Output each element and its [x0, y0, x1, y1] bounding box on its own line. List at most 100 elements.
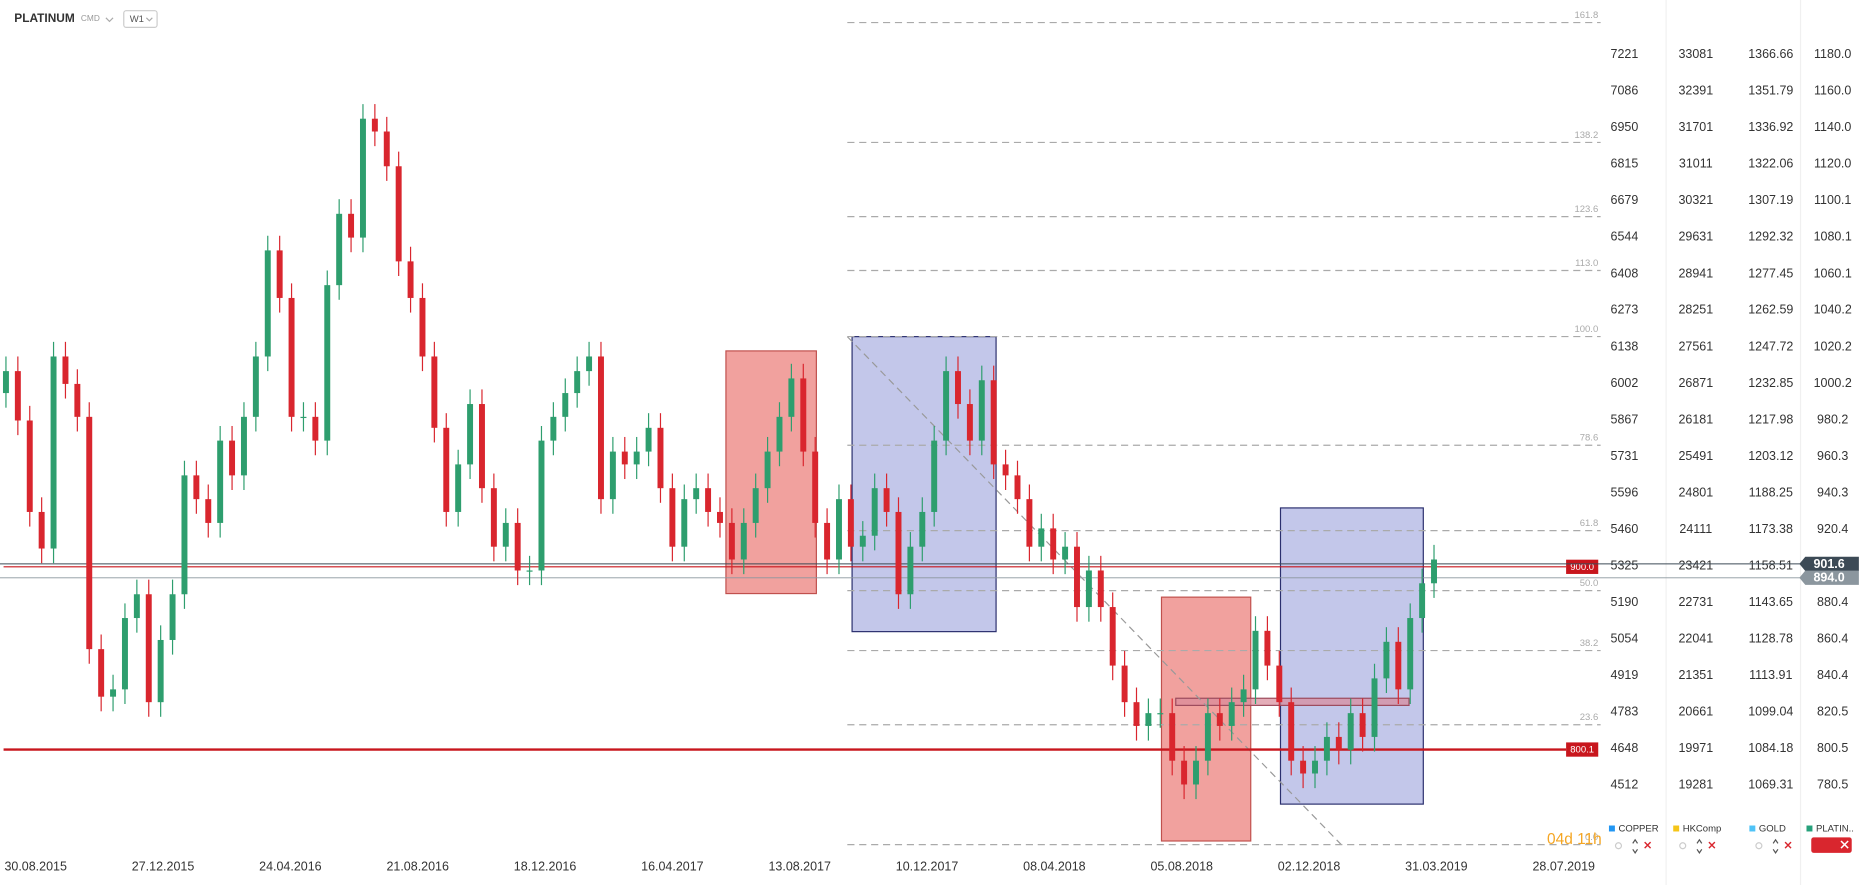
y-tick-label: 1160.0 — [1814, 84, 1851, 98]
y-tick-label: 6408 — [1611, 266, 1639, 280]
candle-body — [419, 297, 426, 357]
price-tag-label: 901.6 — [1813, 557, 1844, 571]
candle-body — [121, 618, 128, 690]
candle-body — [490, 488, 497, 547]
fib-label: 50.0 — [1580, 578, 1599, 589]
candle-body — [38, 511, 45, 549]
fib-label: 113.0 — [1575, 258, 1598, 269]
candle-body — [1109, 607, 1116, 666]
x-tick-label: 13.08.2017 — [768, 859, 831, 873]
y-tick-label: 6273 — [1611, 303, 1639, 317]
candle-body — [1050, 528, 1057, 560]
y-tick-label: 19281 — [1678, 778, 1713, 792]
legend-remove — [1708, 841, 1716, 849]
candle-body — [145, 594, 152, 703]
x-tick-label: 18.12.2016 — [514, 859, 577, 873]
candle-body — [883, 488, 890, 512]
x-tick-label: 10.12.2017 — [896, 859, 959, 873]
candle-body — [395, 166, 402, 262]
y-tick-label: 7221 — [1611, 47, 1639, 61]
legend-label: PLATIN.. — [1816, 824, 1854, 835]
y-tick-label: 26181 — [1678, 412, 1713, 426]
y-tick-label: 960.3 — [1817, 449, 1848, 463]
x-tick-label: 28.07.2019 — [1532, 859, 1595, 873]
y-tick-label: 1084.18 — [1748, 741, 1793, 755]
candle-body — [288, 297, 295, 417]
candle-body — [1193, 760, 1199, 785]
y-tick-label: 1307.19 — [1748, 193, 1793, 207]
close-icon — [1840, 840, 1849, 849]
y-tick-label: 24111 — [1679, 522, 1712, 536]
candle-body — [847, 499, 854, 547]
y-tick-label: 28251 — [1678, 303, 1713, 317]
legend-swatch — [1673, 825, 1680, 832]
candle-body — [359, 118, 366, 238]
x-tick-label: 21.08.2016 — [386, 859, 449, 873]
y-tick-label: 840.4 — [1817, 668, 1848, 682]
candle-body — [205, 499, 212, 523]
candle-body — [919, 511, 926, 547]
x-tick-label: 05.08.2018 — [1150, 859, 1213, 873]
y-tick-label: 4648 — [1611, 741, 1639, 755]
fib-label: 78.6 — [1580, 433, 1599, 444]
y-tick-label: 1277.45 — [1748, 266, 1793, 280]
candle-body — [931, 440, 938, 512]
timeframe[interactable]: W1 — [130, 14, 144, 25]
legend-remove — [1784, 841, 1792, 849]
y-tick-label: 1292.32 — [1748, 230, 1793, 244]
y-tick-label: 21351 — [1678, 668, 1713, 682]
fib-label: 161.8 — [1574, 10, 1598, 21]
y-tick-label: 4919 — [1611, 668, 1639, 682]
y-tick-label: 7086 — [1611, 84, 1639, 98]
y-tick-label: 1336.92 — [1748, 120, 1793, 134]
y-tick-label: 1040.2 — [1814, 303, 1852, 317]
y-tick-label: 5867 — [1611, 412, 1639, 426]
legend-label: COPPER — [1618, 824, 1658, 835]
y-tick-label: 920.4 — [1817, 522, 1848, 536]
y-tick-label: 20661 — [1678, 705, 1713, 719]
candle-body — [728, 522, 735, 560]
dropdown-arrow[interactable] — [105, 17, 114, 23]
candle-body — [336, 213, 343, 286]
candle-body — [1419, 583, 1426, 619]
price-tag — [1799, 570, 1859, 585]
candle-body — [1323, 736, 1330, 761]
plot: 161.8 138.2 123.6 113.0 100.0 78.6 61.8 50.0 38.… — [0, 10, 1859, 873]
y-tick-label: 800.5 — [1817, 741, 1848, 755]
candle-body — [895, 511, 902, 595]
y-tick-label: 1180.0 — [1814, 47, 1851, 61]
y-tick-label: 6679 — [1611, 193, 1639, 207]
candle-body — [1276, 665, 1283, 703]
y-tick-label: 26871 — [1678, 376, 1713, 390]
y-tick-label: 1366.66 — [1748, 47, 1793, 61]
price-tag-label: 894.0 — [1813, 571, 1844, 585]
candle-body — [431, 356, 438, 428]
y-tick-label: 5054 — [1611, 632, 1639, 646]
timeframe-select[interactable] — [123, 10, 158, 28]
candle-body — [1085, 570, 1092, 608]
candle-body — [705, 488, 712, 512]
candle-body — [50, 356, 57, 549]
candle-body — [467, 404, 474, 465]
candle-body — [1431, 559, 1437, 584]
legend-remove — [1644, 841, 1652, 849]
candle-body — [1181, 760, 1188, 785]
candle-body — [752, 488, 759, 523]
candle-body — [966, 404, 973, 441]
legend-controls — [1696, 838, 1703, 854]
candle-body — [824, 522, 831, 560]
y-tick-label: 1000.2 — [1814, 376, 1852, 390]
candle-body — [26, 420, 33, 512]
candle-body — [955, 371, 961, 405]
legend-swatch — [1806, 825, 1813, 832]
symbol-type: CMD — [81, 13, 100, 23]
candle-body — [1026, 499, 1033, 547]
candle-body — [1002, 464, 1009, 476]
y-tick-label: 1247.72 — [1748, 339, 1793, 353]
candle-body — [1014, 475, 1021, 500]
y-tick-label: 29631 — [1678, 230, 1713, 244]
candle-body — [871, 488, 878, 536]
y-tick-label: 1188.25 — [1749, 485, 1793, 499]
candle-body — [836, 499, 842, 560]
